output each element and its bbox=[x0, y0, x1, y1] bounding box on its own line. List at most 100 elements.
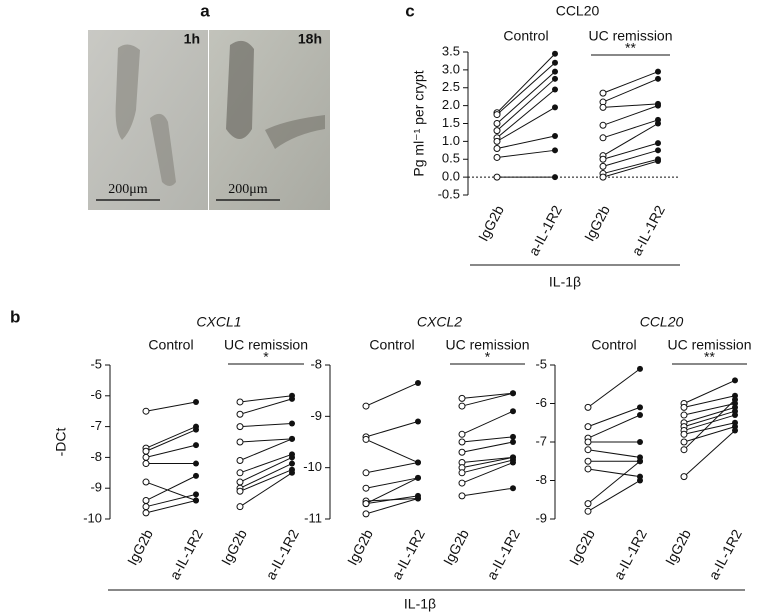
pair-line bbox=[683, 422, 736, 435]
x-tick-label: a-IL-1R2 bbox=[628, 202, 668, 258]
treated-point bbox=[552, 104, 558, 111]
pair-line bbox=[461, 410, 514, 435]
treated-point bbox=[552, 147, 558, 154]
pair-line bbox=[683, 395, 736, 408]
y-tick-label: -9 bbox=[310, 408, 322, 423]
group-label: UC remission bbox=[588, 28, 672, 44]
control-point bbox=[458, 430, 466, 438]
control-point bbox=[142, 509, 150, 517]
treated-point bbox=[510, 390, 516, 397]
control-point bbox=[142, 478, 150, 486]
pair-line bbox=[239, 463, 293, 489]
control-point bbox=[584, 446, 592, 454]
pair-line bbox=[602, 103, 659, 108]
pair-line bbox=[239, 472, 293, 508]
pair-line bbox=[365, 497, 419, 515]
control-point bbox=[458, 448, 466, 456]
pair-line bbox=[683, 399, 736, 451]
y-tick-label: -5 bbox=[90, 356, 102, 371]
treated-point bbox=[552, 50, 558, 57]
treated-point bbox=[289, 469, 295, 476]
control-point bbox=[236, 487, 244, 495]
pair-line bbox=[587, 449, 641, 458]
control-point bbox=[236, 503, 244, 511]
time-label: 18h bbox=[298, 31, 322, 47]
y-tick-label: -10 bbox=[303, 459, 322, 474]
control-point bbox=[493, 173, 501, 181]
pair-line bbox=[145, 444, 197, 458]
pair-line bbox=[496, 135, 556, 150]
control-point bbox=[584, 403, 592, 411]
chart-title: CXCL2 bbox=[417, 314, 462, 330]
control-point bbox=[599, 134, 607, 142]
y-tick-label: -9 bbox=[90, 480, 102, 495]
control-point bbox=[680, 430, 688, 438]
control-point bbox=[362, 469, 370, 477]
treated-point bbox=[637, 412, 643, 419]
control-point bbox=[236, 469, 244, 477]
pair-line bbox=[683, 406, 736, 424]
pair-line bbox=[602, 119, 659, 139]
pair-line bbox=[365, 495, 419, 505]
y-tick-label: -0.5 bbox=[438, 186, 460, 201]
y-tick-label: -8 bbox=[310, 356, 322, 371]
control-point bbox=[584, 423, 592, 431]
treated-point bbox=[415, 459, 421, 466]
pair-line bbox=[587, 368, 641, 408]
control-point bbox=[584, 438, 592, 446]
control-point bbox=[458, 492, 466, 500]
control-point bbox=[362, 435, 370, 443]
x-tick-label: a-IL-1R2 bbox=[525, 202, 565, 258]
treated-point bbox=[552, 86, 558, 93]
pair-line bbox=[461, 462, 514, 484]
y-tick-label: -8 bbox=[90, 449, 102, 464]
x-tick-label: a-IL-1R2 bbox=[388, 526, 428, 582]
pair-line bbox=[602, 78, 659, 103]
y-tick-label: -11 bbox=[304, 510, 322, 525]
significance-label: ** bbox=[704, 349, 715, 365]
control-point bbox=[584, 507, 592, 515]
control-point bbox=[236, 438, 244, 446]
crypt bbox=[226, 40, 254, 140]
y-tick-label: 0.5 bbox=[442, 151, 460, 166]
control-point bbox=[599, 89, 607, 97]
x-tick-label: a-IL-1R2 bbox=[610, 526, 650, 582]
crypt bbox=[115, 44, 140, 140]
pair-line bbox=[496, 62, 556, 115]
x-tick-label: a-IL-1R2 bbox=[262, 526, 302, 582]
pair-line bbox=[239, 469, 293, 492]
control-point bbox=[493, 111, 501, 119]
treated-point bbox=[655, 68, 661, 75]
treated-point bbox=[732, 377, 738, 384]
treated-point bbox=[655, 158, 661, 165]
pair-line bbox=[496, 89, 556, 139]
pair-line bbox=[239, 395, 293, 403]
pair-line bbox=[602, 160, 659, 178]
y-tick-label: -6 bbox=[90, 387, 102, 402]
treated-point bbox=[637, 477, 643, 484]
group-label: Control bbox=[369, 337, 414, 353]
x-tick-label: IgG2b bbox=[475, 202, 507, 243]
y-tick-label: -10 bbox=[83, 510, 102, 525]
pair-line bbox=[587, 460, 641, 504]
pair-line bbox=[365, 382, 419, 407]
x-tick-label: a-IL-1R2 bbox=[483, 526, 523, 582]
control-point bbox=[599, 155, 607, 163]
y-tick-label: 3.5 bbox=[442, 43, 460, 58]
significance-label: ** bbox=[625, 40, 636, 56]
crypt bbox=[150, 113, 176, 186]
control-point bbox=[362, 500, 370, 508]
control-point bbox=[236, 456, 244, 464]
control-point bbox=[680, 446, 688, 454]
pair-line bbox=[145, 493, 197, 508]
treated-point bbox=[415, 418, 421, 425]
treated-point bbox=[289, 454, 295, 461]
treated-point bbox=[552, 133, 558, 140]
pair-line bbox=[683, 426, 736, 443]
control-point bbox=[142, 453, 150, 461]
group-label: UC remission bbox=[224, 337, 308, 353]
treated-point bbox=[637, 458, 643, 465]
group-label: Control bbox=[591, 337, 636, 353]
chart-title: CCL20 bbox=[556, 3, 600, 19]
pair-line bbox=[496, 78, 556, 132]
